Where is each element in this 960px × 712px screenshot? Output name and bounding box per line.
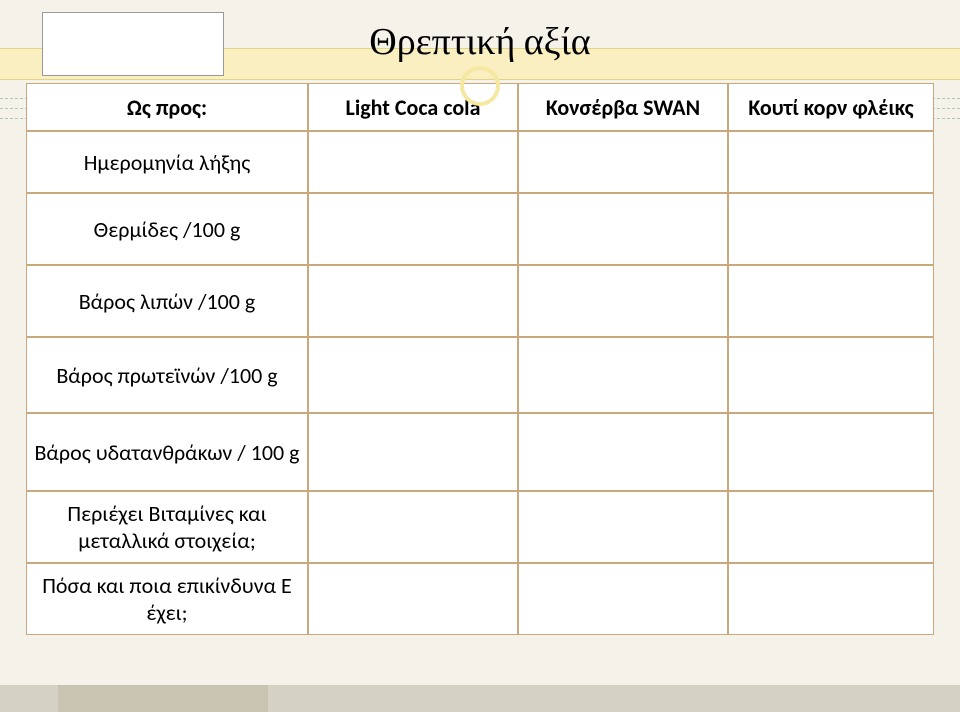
table-row: Πόσα και ποια επικίνδυνα Ε έχει; <box>26 563 934 635</box>
row-label: Βάρος υδατανθράκων / 100 g <box>26 413 308 491</box>
cell <box>308 131 518 193</box>
row-label: Ημερομηνία λήξης <box>26 131 308 193</box>
cell <box>308 265 518 337</box>
header-label: Ως προς: <box>26 83 308 131</box>
table-row: Βάρος πρωτεϊνών /100 g <box>26 337 934 413</box>
cell <box>728 413 934 491</box>
cell <box>728 337 934 413</box>
cell <box>518 131 728 193</box>
table-row: Περιέχει Βιταμίνες και μεταλλικά στοιχεί… <box>26 491 934 563</box>
row-label: Περιέχει Βιταμίνες και μεταλλικά στοιχεί… <box>26 491 308 563</box>
title-placeholder-box <box>42 12 224 76</box>
header-col-c: Κουτί κορν φλέικς <box>728 83 934 131</box>
cell <box>518 337 728 413</box>
cell <box>308 413 518 491</box>
row-label: Θερμίδες /100 g <box>26 193 308 265</box>
row-label: Βάρος λιπών /100 g <box>26 265 308 337</box>
cell <box>728 563 934 635</box>
table-row: Θερμίδες /100 g <box>26 193 934 265</box>
cell <box>518 193 728 265</box>
table-row: Βάρος υδατανθράκων / 100 g <box>26 413 934 491</box>
cell <box>308 193 518 265</box>
cell <box>518 491 728 563</box>
header-col-b: Κονσέρβα SWAN <box>518 83 728 131</box>
nutrition-table: Ως προς: Light Coca cola Κονσέρβα SWAN Κ… <box>26 83 934 635</box>
table-row: Βάρος λιπών /100 g <box>26 265 934 337</box>
cell <box>308 337 518 413</box>
cell <box>518 563 728 635</box>
table-row: Ημερομηνία λήξης <box>26 131 934 193</box>
cell <box>728 491 934 563</box>
row-label: Πόσα και ποια επικίνδυνα Ε έχει; <box>26 563 308 635</box>
cell <box>728 265 934 337</box>
cell <box>728 131 934 193</box>
cell <box>518 413 728 491</box>
footer-accent-block <box>58 685 268 712</box>
cell <box>728 193 934 265</box>
highlight-ring-icon <box>460 66 500 106</box>
cell <box>518 265 728 337</box>
page-title: Θρεπτική αξία <box>369 20 590 64</box>
cell <box>308 491 518 563</box>
cell <box>308 563 518 635</box>
row-label: Βάρος πρωτεϊνών /100 g <box>26 337 308 413</box>
